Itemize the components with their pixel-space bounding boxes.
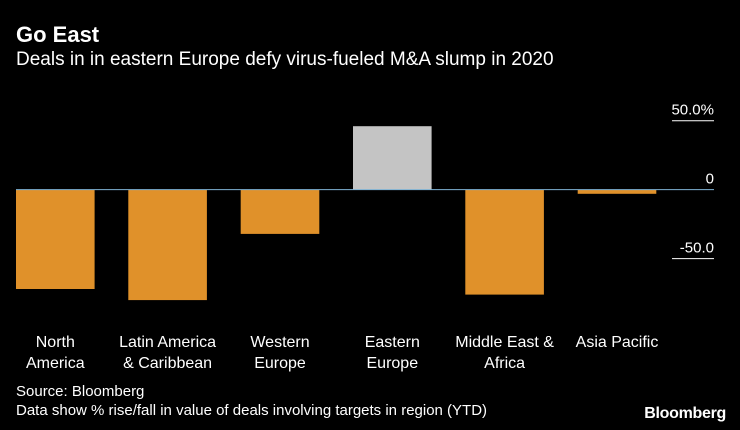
bar: [16, 189, 95, 289]
x-tick-label: Eastern: [365, 334, 420, 351]
bar: [577, 189, 657, 194]
x-tick-label: North: [36, 334, 75, 351]
y-tick-label: -50.0: [680, 240, 714, 257]
x-tick-label: Asia Pacific: [576, 334, 659, 351]
chart-subtitle: Deals in in eastern Europe defy virus-fu…: [16, 49, 554, 70]
x-tick-label: Latin America: [119, 334, 216, 351]
chart-title: Go East: [16, 22, 100, 47]
y-tick-label: 50.0%: [671, 102, 714, 119]
bar: [240, 189, 320, 234]
x-tick-label: Europe: [367, 355, 419, 372]
bloomberg-logo: Bloomberg: [644, 405, 726, 422]
x-tick-label: Middle East &: [455, 334, 554, 351]
bar: [465, 189, 544, 295]
x-tick-label: Europe: [254, 355, 306, 372]
x-tick-label: Western: [250, 334, 309, 351]
bar: [353, 126, 432, 190]
bar: [128, 189, 207, 301]
x-tick-label: & Caribbean: [123, 355, 212, 372]
x-tick-label: Africa: [484, 355, 525, 372]
y-tick-label: 0: [706, 171, 714, 188]
x-tick-label: America: [26, 355, 85, 372]
source-note: Source: Bloomberg: [16, 383, 145, 400]
data-note: Data show % rise/fall in value of deals …: [16, 402, 488, 419]
